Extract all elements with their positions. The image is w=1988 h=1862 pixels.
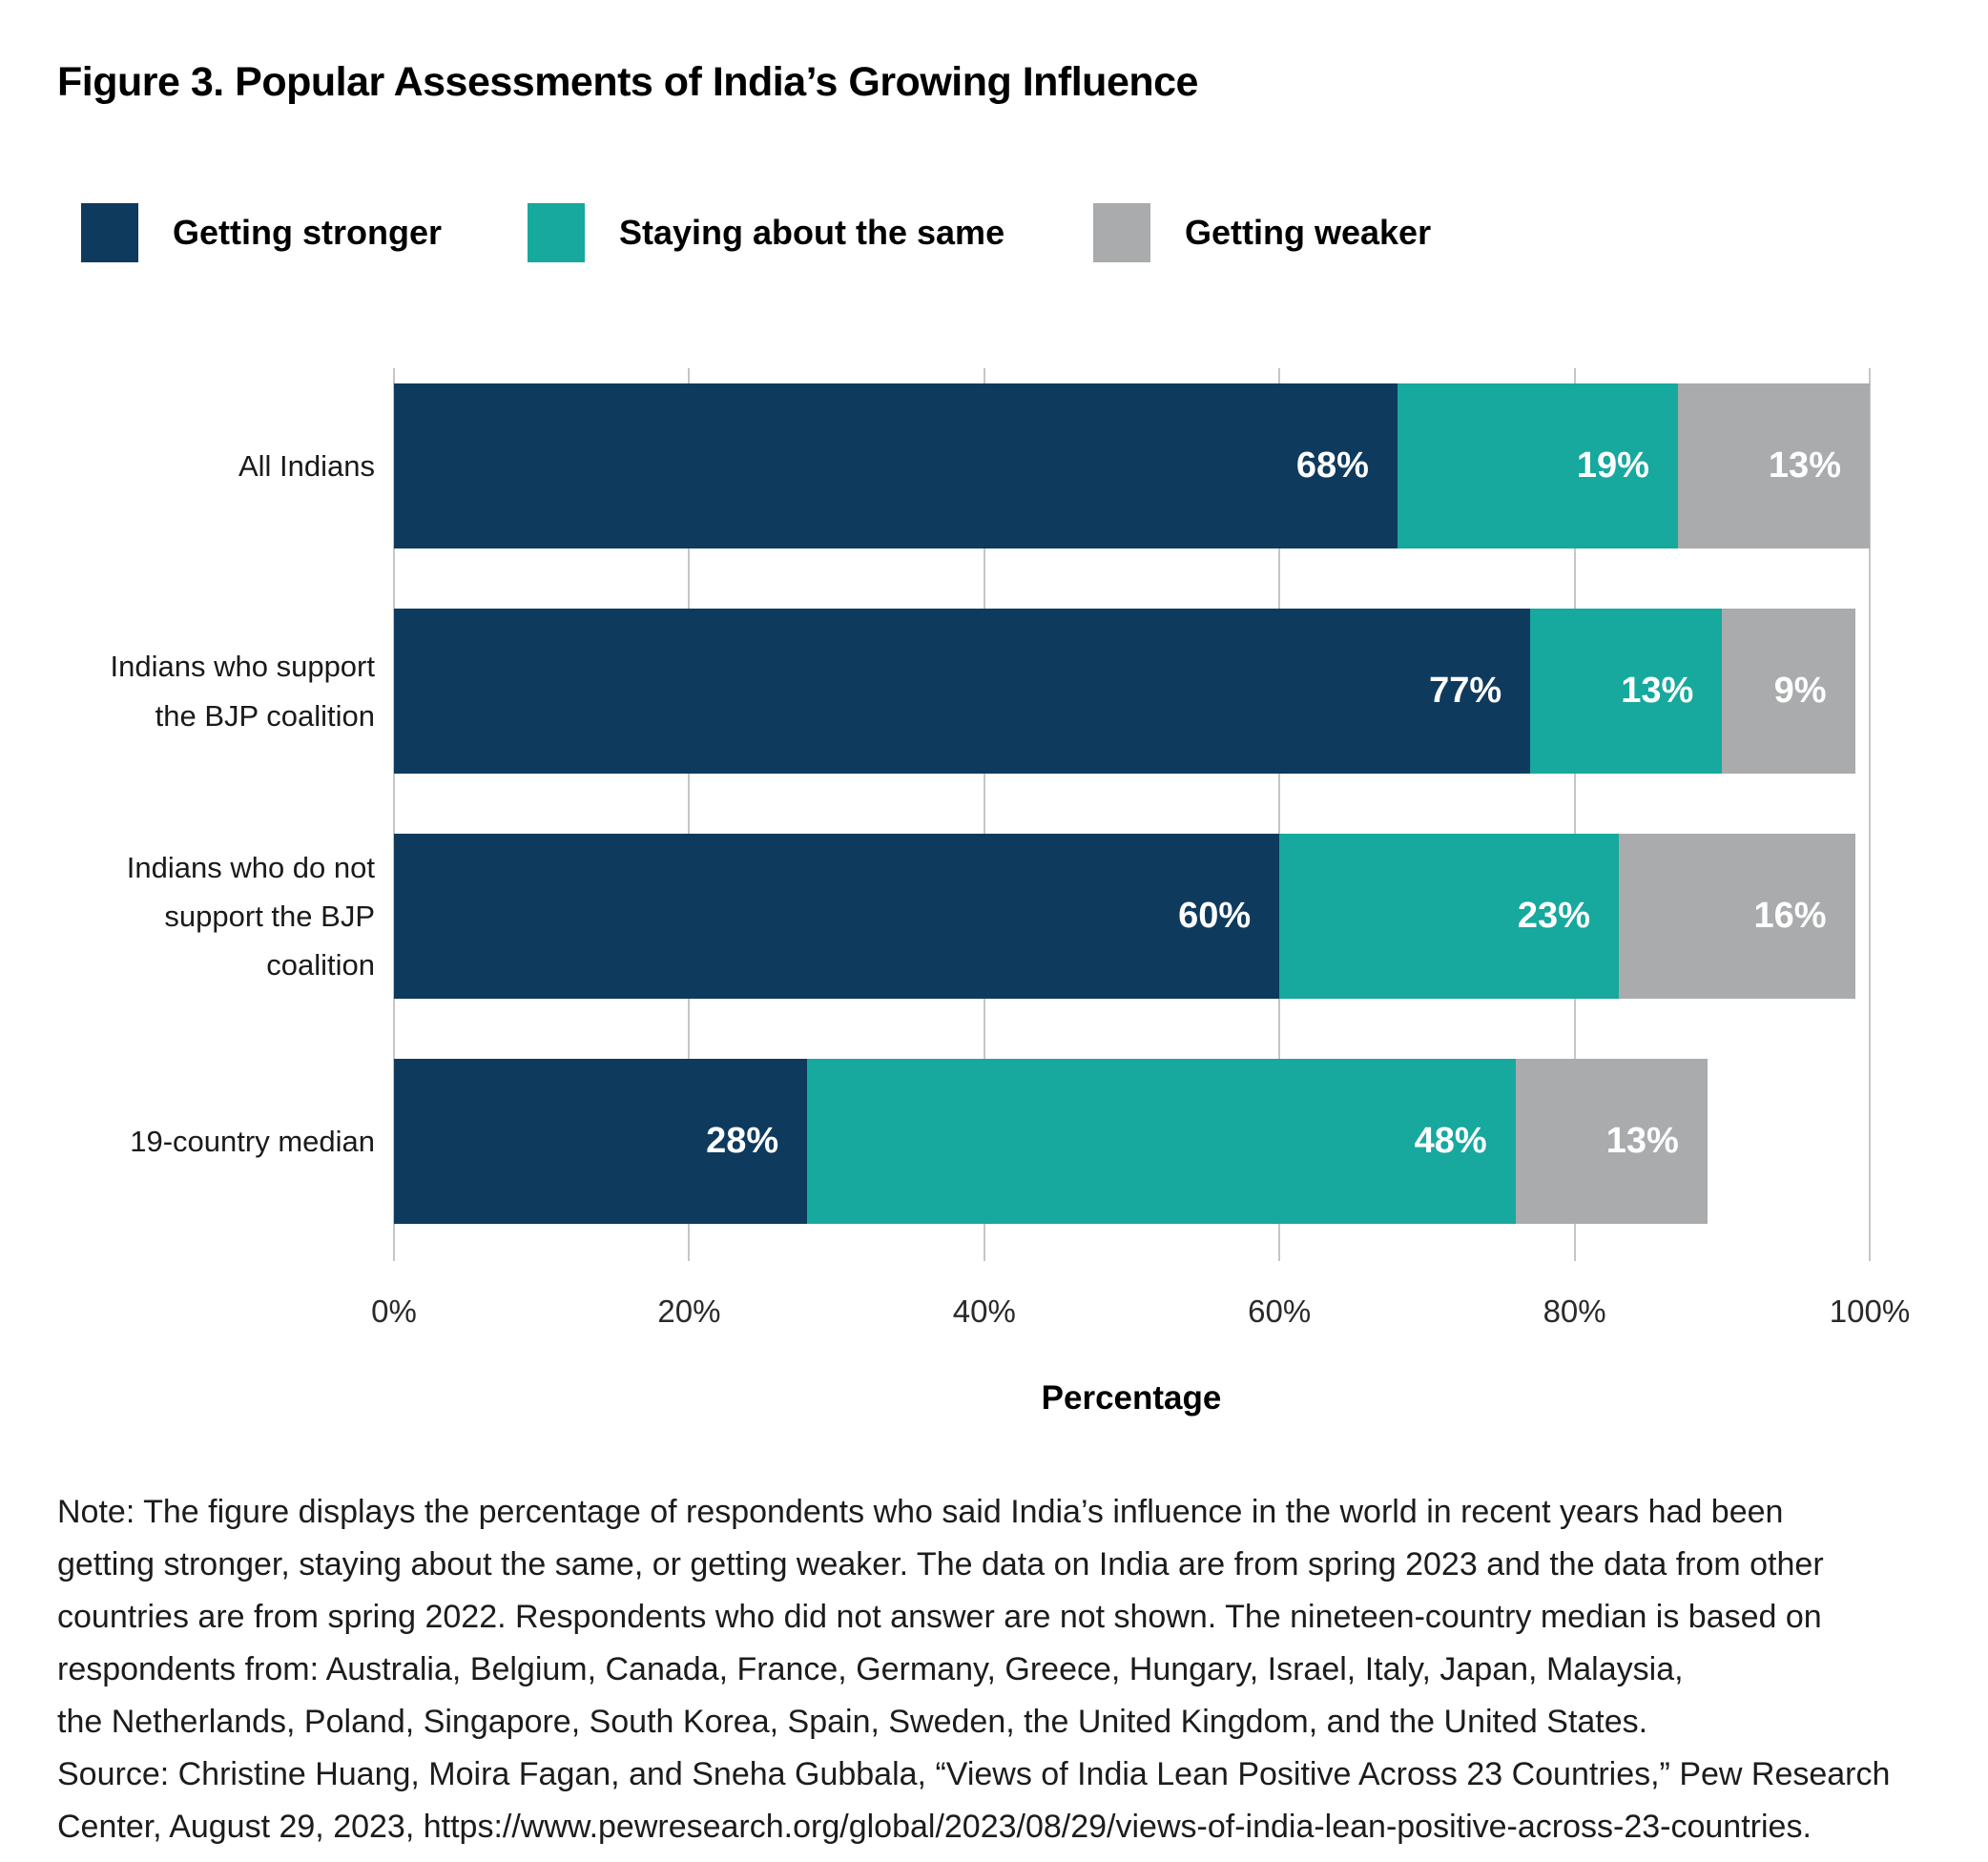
bar-segment: 13% <box>1530 609 1723 774</box>
bar-value-label: 77% <box>1429 671 1502 711</box>
bar-row: 19-country median 28% 48% 13% <box>57 1059 1870 1224</box>
bar-segment: 19% <box>1397 383 1678 548</box>
bar-segment: 23% <box>1279 834 1619 999</box>
category-label: All Indians <box>238 448 375 483</box>
legend-swatch-staying-same-icon <box>528 203 585 262</box>
bar-value-label: 13% <box>1605 1121 1679 1161</box>
x-tick-label: 20% <box>657 1293 721 1329</box>
legend-label-getting-weaker: Getting weaker <box>1185 213 1432 252</box>
bar-row: Indians who do not support the BJP coali… <box>57 834 1870 999</box>
bar-value-label: 60% <box>1178 896 1252 936</box>
gridline <box>1278 368 1281 1261</box>
bar-segment: 68% <box>394 383 1398 548</box>
figure-title: Figure 3. Popular Assessments of India’s… <box>57 59 1198 105</box>
bar-track: 68% 19% 13% <box>394 383 1870 548</box>
bar-value-label: 48% <box>1414 1121 1487 1161</box>
legend-swatch-getting-stronger-icon <box>81 203 138 262</box>
bar-track: 77% 13% 9% <box>394 609 1870 774</box>
bar-value-label: 19% <box>1576 445 1649 486</box>
bar-value-label: 13% <box>1768 445 1841 486</box>
bar-track: 28% 48% 13% <box>394 1059 1870 1224</box>
bar-segment: 28% <box>394 1059 808 1224</box>
bar-value-label: 9% <box>1773 671 1827 711</box>
bar-row: All Indians 68% 19% 13% <box>57 383 1870 548</box>
x-tick-label: 80% <box>1543 1293 1606 1329</box>
bar-row: Indians who support the BJP coalition 77%… <box>57 609 1870 774</box>
bar-segment: 9% <box>1722 609 1855 774</box>
bar-segment: 60% <box>394 834 1280 999</box>
bar-value-label: 13% <box>1621 671 1694 711</box>
legend-item-getting-weaker: Getting weaker <box>1093 202 1431 263</box>
legend-label-staying-same: Staying about the same <box>619 213 1005 252</box>
bar-value-label: 28% <box>706 1121 779 1161</box>
legend-swatch-getting-weaker-icon <box>1093 203 1150 262</box>
bar-segment: 16% <box>1618 834 1855 999</box>
bar-value-label: 23% <box>1517 896 1590 936</box>
category-label: 19-country median <box>130 1124 375 1158</box>
bar-segment: 13% <box>1515 1059 1708 1224</box>
legend-item-staying-same: Staying about the same <box>528 202 1004 263</box>
bar-segment: 48% <box>807 1059 1516 1224</box>
gridline <box>688 368 691 1261</box>
x-tick-label: 60% <box>1248 1293 1312 1329</box>
legend-item-getting-stronger: Getting stronger <box>81 202 442 263</box>
bar-track: 60% 23% 16% <box>394 834 1870 999</box>
bar-value-label: 16% <box>1753 896 1827 936</box>
x-tick-label: 0% <box>371 1293 417 1329</box>
category-label: Indians who do not support the BJP coali… <box>126 850 375 983</box>
gridline <box>983 368 985 1261</box>
legend-label-getting-stronger: Getting stronger <box>173 213 443 252</box>
note-and-source-text: Note: The figure displays the percentage… <box>57 1494 1891 1845</box>
bar-segment: 77% <box>394 609 1531 774</box>
gridline <box>1573 368 1576 1261</box>
gridline <box>393 368 395 1261</box>
x-tick-label: 40% <box>952 1293 1016 1329</box>
x-axis-label: Percentage <box>1041 1379 1222 1417</box>
category-label: Indians who support the BJP coalition <box>110 650 375 733</box>
gridline <box>1869 368 1871 1261</box>
bar-segment: 13% <box>1677 383 1870 548</box>
bar-value-label: 68% <box>1295 445 1369 486</box>
x-tick-label: 100% <box>1829 1293 1911 1329</box>
